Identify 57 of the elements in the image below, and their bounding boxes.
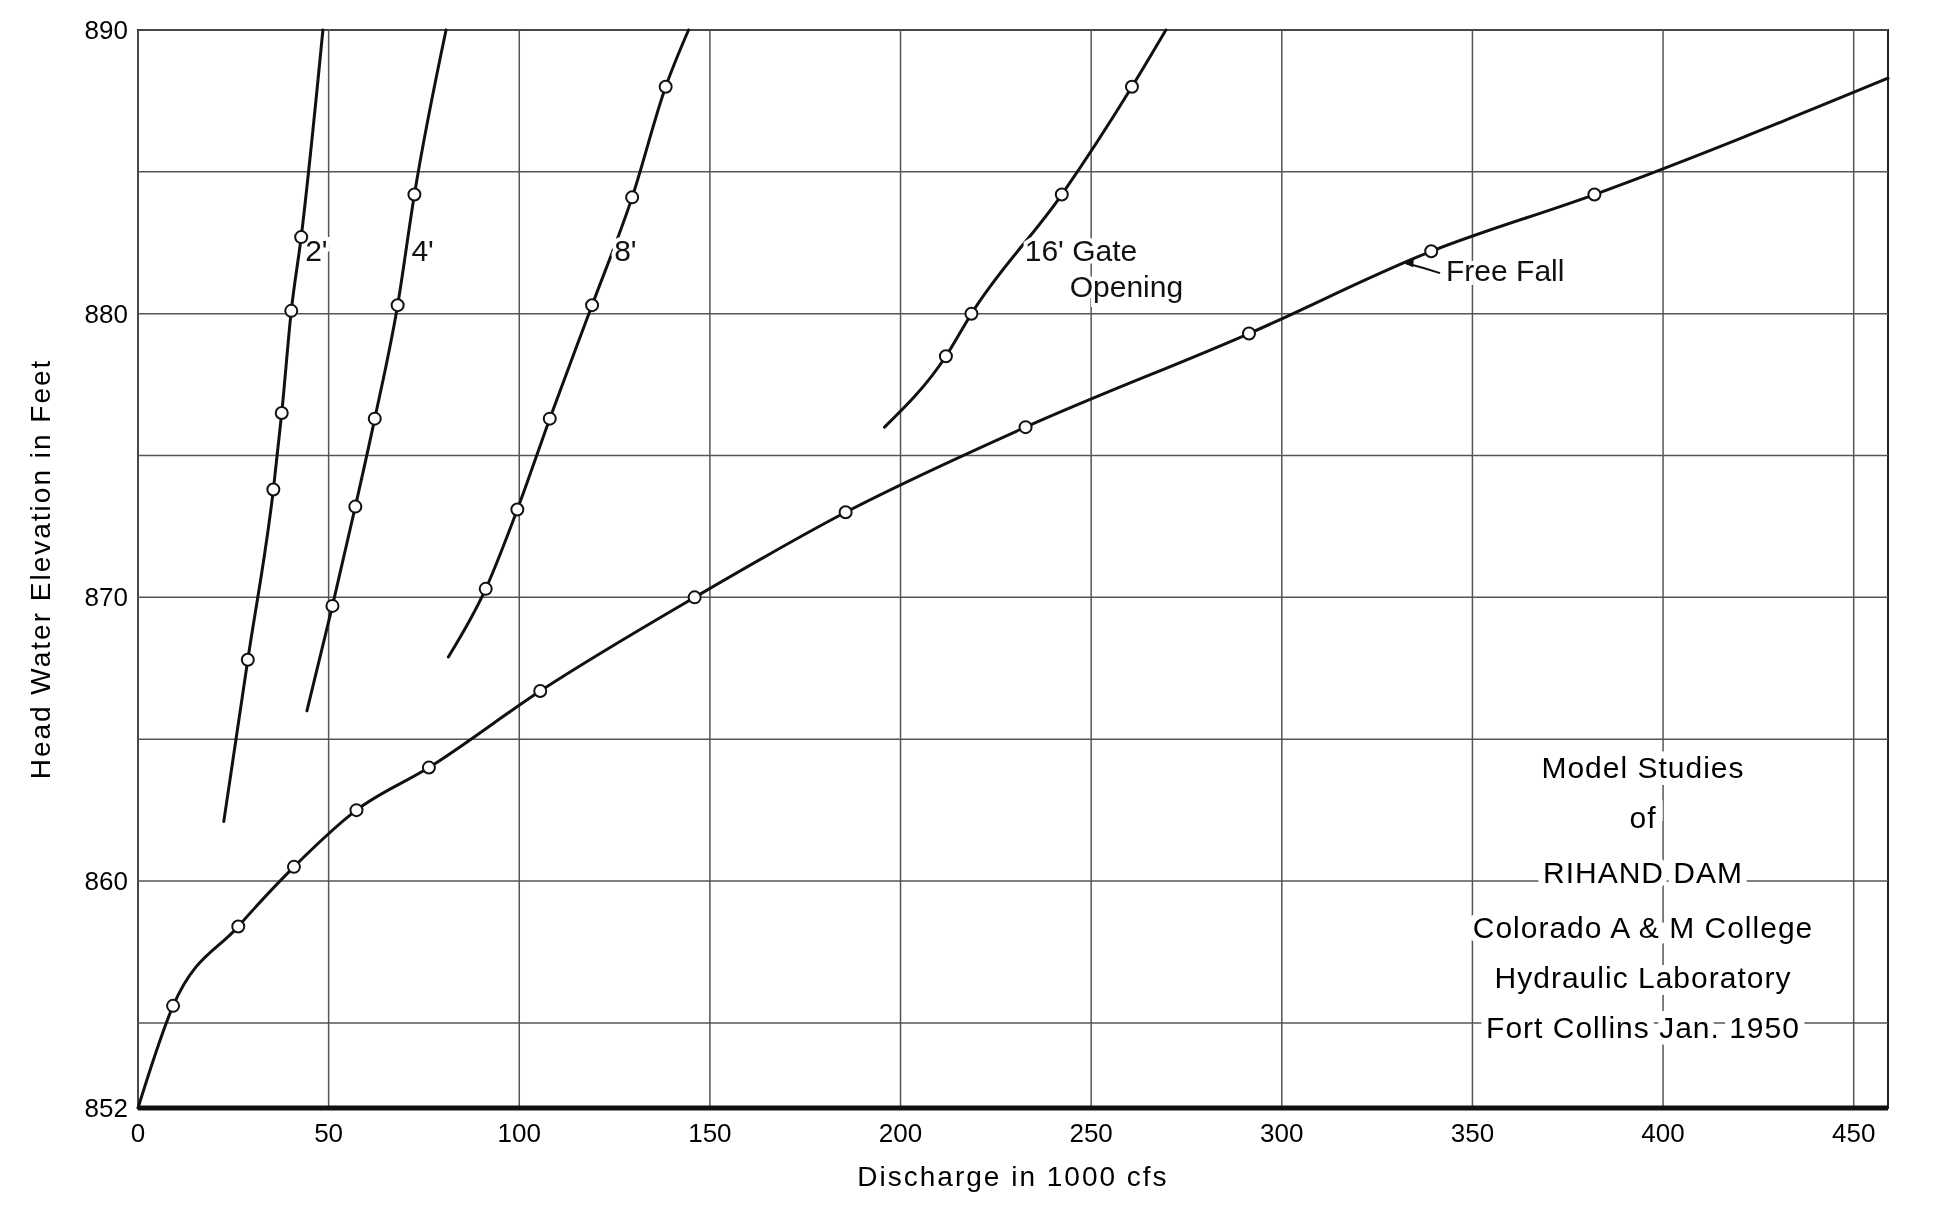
x-tick-label: 50 [314, 1118, 344, 1148]
point [964, 306, 979, 321]
y-tick-label: 880 [84, 298, 128, 329]
point [585, 298, 600, 313]
x-tick-label: 100 [497, 1118, 541, 1148]
y-tick-label: 860 [84, 866, 128, 897]
x-tick-label: 400 [1641, 1118, 1685, 1148]
point [266, 482, 281, 497]
point [1587, 187, 1602, 202]
point [533, 683, 548, 698]
point [166, 998, 181, 1013]
annotation: Model Studies of [1541, 751, 1745, 834]
point [349, 803, 364, 818]
x-tick-label: 300 [1260, 1118, 1304, 1148]
point [274, 405, 289, 420]
point [240, 652, 255, 667]
x-tick-label: 0 [130, 1118, 146, 1148]
point [542, 411, 557, 426]
point [421, 760, 436, 775]
point [1054, 187, 1069, 202]
x-tick-label: 250 [1069, 1118, 1113, 1148]
point [687, 590, 702, 605]
x-tick-label: 200 [878, 1118, 923, 1148]
point [838, 505, 853, 520]
point [286, 859, 301, 874]
y-tick-label: 852 [84, 1093, 128, 1123]
point [348, 499, 363, 514]
point [367, 411, 382, 426]
series-label: 4' [411, 234, 434, 268]
x-tick-label: 450 [1831, 1118, 1876, 1148]
point [1242, 326, 1256, 341]
x-tick-label: 150 [688, 1118, 732, 1148]
y-axis-title: Head Water Elevation in Feet [25, 358, 56, 780]
annotation: RIHAND DAM [1542, 856, 1744, 889]
series-label: 2' [305, 234, 328, 268]
point [625, 190, 640, 205]
point [938, 349, 953, 364]
point [390, 298, 405, 313]
line-series [222, 28, 325, 823]
point [658, 79, 673, 94]
point [325, 598, 340, 613]
series-label: 8' [614, 234, 637, 268]
annotation: Colorado A & M College Hydraulic Laboratory Fort Collins Jan. 1950 [1472, 911, 1814, 1044]
point [478, 581, 493, 596]
point [407, 187, 422, 202]
point [1424, 244, 1439, 259]
y-tick-label: 890 [84, 15, 128, 45]
point [231, 919, 246, 934]
line-series [305, 28, 448, 713]
point [1124, 79, 1139, 94]
line-series [446, 28, 691, 659]
y-tick-label: 870 [84, 582, 128, 613]
point [284, 303, 299, 318]
point [1018, 420, 1033, 435]
x-axis-title: Discharge in 1000 cfs [857, 1161, 1169, 1192]
point [510, 502, 525, 517]
x-tick-label: 350 [1450, 1118, 1495, 1148]
